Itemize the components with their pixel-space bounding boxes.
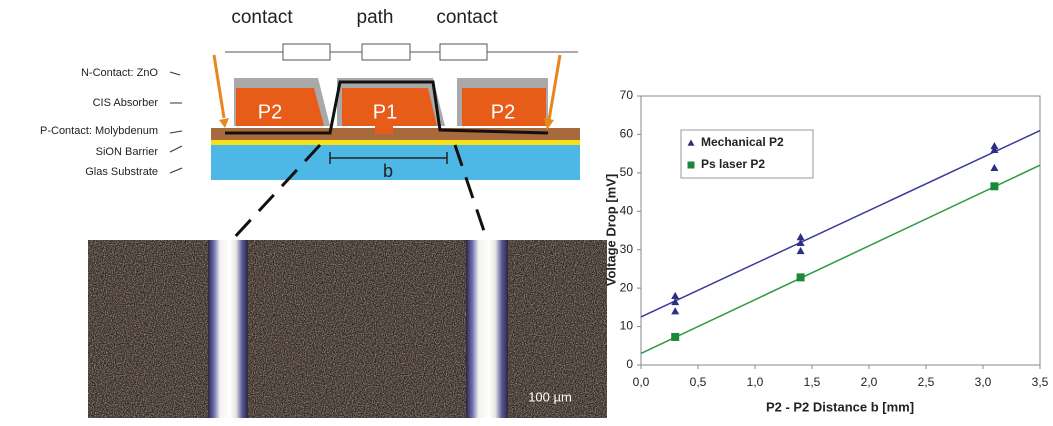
y-tick-label: 50	[620, 165, 634, 179]
x-tick-label: 2,0	[861, 375, 878, 389]
legend-label: Mechanical P2	[701, 135, 784, 149]
figure: contact path contact P2 P1 P2 b N-Contac…	[0, 0, 1053, 421]
distance-label: b	[383, 161, 393, 181]
y-tick-label: 30	[620, 242, 634, 256]
cell-label: P2	[491, 101, 515, 123]
y-tick-label: 20	[620, 280, 634, 294]
y-tick-label: 70	[620, 88, 634, 102]
y-tick-label: 60	[620, 127, 634, 141]
x-tick-label: 3,0	[975, 375, 992, 389]
x-tick-label: 3,5	[1032, 375, 1049, 389]
layer-label: Glas Substrate	[85, 166, 158, 178]
x-tick-label: 1,5	[804, 375, 821, 389]
y-tick-label: 10	[620, 319, 634, 333]
layer-label: SiON Barrier	[96, 146, 159, 158]
legend-label: Ps laser P2	[701, 157, 765, 171]
square-marker	[671, 333, 679, 341]
layer-label: P-Contact: Molybdenum	[40, 125, 158, 137]
triangle-marker	[671, 292, 679, 299]
square-marker	[990, 182, 998, 190]
square-marker	[797, 273, 805, 281]
y-tick-label: 40	[620, 203, 634, 217]
layer-label: CIS Absorber	[93, 97, 159, 109]
x-tick-label: 2,5	[918, 375, 935, 389]
x-tick-label: 1,0	[747, 375, 764, 389]
scale-bar-label: 100 µm	[528, 389, 572, 404]
cell-stack	[170, 55, 580, 240]
y-axis-title: Voltage Drop [mV]	[603, 174, 618, 286]
cell-label: P1	[373, 101, 397, 123]
circuit	[225, 44, 578, 60]
x-axis-title: P2 - P2 Distance b [mm]	[766, 399, 914, 414]
circuit-label: contact	[436, 7, 498, 28]
layer-label: N-Contact: ZnO	[81, 67, 158, 79]
triangle-marker	[990, 146, 998, 153]
circuit-label: contact	[231, 7, 293, 28]
y-tick-label: 0	[626, 357, 633, 371]
triangle-marker	[990, 164, 998, 171]
square-marker	[688, 162, 695, 169]
x-tick-label: 0,5	[690, 375, 707, 389]
cell-label: P2	[258, 101, 282, 123]
x-tick-label: 0,0	[633, 375, 650, 389]
circuit-label: path	[357, 7, 394, 28]
triangle-marker	[671, 307, 679, 314]
trend-line	[641, 165, 1040, 353]
triangle-marker	[797, 247, 805, 254]
